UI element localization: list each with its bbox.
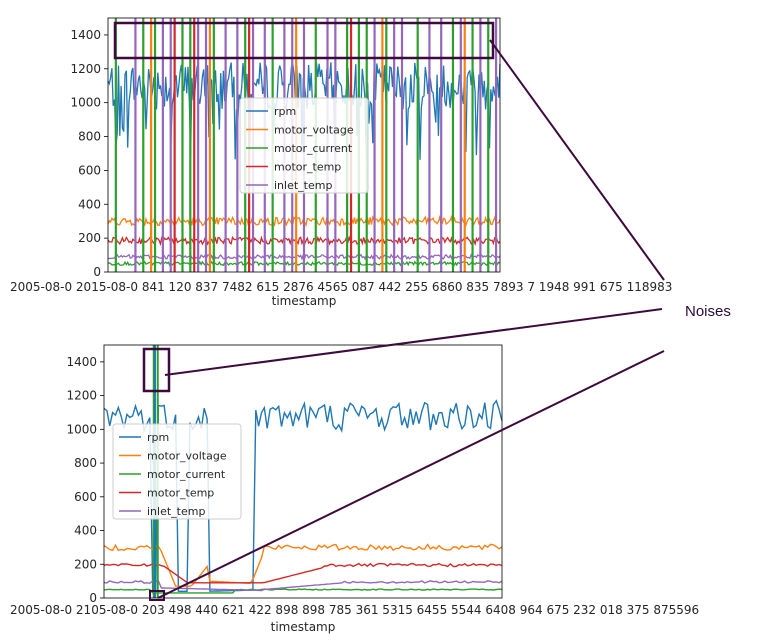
top-legend-label-motor_temp: motor_temp xyxy=(274,161,341,174)
noises-label: Noises xyxy=(685,303,731,320)
bottom-chart: 0 200 400 600 800 1000 1200 1400 2005-08-0 2105… xyxy=(10,344,699,634)
callout-line-bottom xyxy=(157,350,665,599)
bottom-chart-noise-box-top xyxy=(142,347,171,393)
top-legend-label-motor_current: motor_current xyxy=(274,142,353,155)
bottom-legend-box xyxy=(112,423,242,520)
bottom-legend-label-motor_current: motor_current xyxy=(147,468,226,481)
callout-line-middle xyxy=(164,308,663,376)
top-y-tick-label-800: 800 xyxy=(78,130,101,144)
bottom-y-tick-label-400: 400 xyxy=(74,524,97,538)
top-chart-frame xyxy=(107,17,501,273)
bottom-y-tick-label-1200: 1200 xyxy=(66,389,97,403)
top-y-tick-label-200: 200 xyxy=(78,231,101,245)
bottom-chart-x-label: timestamp xyxy=(271,620,336,634)
bottom-y-tick-label-0: 0 xyxy=(89,591,97,605)
bottom-legend-label-rpm: rpm xyxy=(147,431,169,444)
bottom-y-tick-label-600: 600 xyxy=(74,490,97,504)
top-chart-legend: rpm motor_voltage motor_current motor_tempi… xyxy=(239,97,369,194)
bottom-chart-y-ticks: 0 200 400 600 800 1000 1200 1400 xyxy=(66,355,104,605)
top-y-tick-label-0: 0 xyxy=(93,265,101,279)
bottom-y-tick-label-1400: 1400 xyxy=(66,355,97,369)
top-chart-noise-box xyxy=(113,21,495,60)
top-chart-x-label: timestamp xyxy=(272,294,337,308)
top-chart-y-ticks: 0 200 400 600 800 1000 1200 1400 xyxy=(70,28,108,279)
top-y-tick-label-400: 400 xyxy=(78,197,101,211)
top-legend-label-rpm: rpm xyxy=(274,105,296,118)
bottom-legend-label-inlet_temp: inlet_temp xyxy=(147,505,205,518)
callout-line-top xyxy=(489,39,665,281)
top-chart-x-tick-labels: 2005-08-0 2015-08-0 841 120 837 7482 615… xyxy=(10,280,672,294)
bottom-series-motor_voltage xyxy=(103,543,503,587)
bottom-chart-x-tick-labels: 2005-08-0 2105-08-0 203 498 440 621 422 … xyxy=(10,603,699,617)
top-chart: 0 200 400 600 800 1000 1200 1400 2005-08-0 2015… xyxy=(10,17,672,308)
bottom-series-motor_temp xyxy=(103,562,503,584)
bottom-y-tick-label-800: 800 xyxy=(74,456,97,470)
top-y-tick-label-600: 600 xyxy=(78,163,101,177)
bottom-y-tick-label-200: 200 xyxy=(74,557,97,571)
bottom-legend-label-motor_temp: motor_temp xyxy=(147,487,214,500)
top-y-tick-label-1000: 1000 xyxy=(70,96,101,110)
bottom-y-tick-label-1000: 1000 xyxy=(66,422,97,436)
bottom-series-inlet_temp xyxy=(103,580,503,592)
top-legend-box xyxy=(239,97,369,194)
top-y-tick-label-1200: 1200 xyxy=(70,62,101,76)
bottom-legend-label-motor_voltage: motor_voltage xyxy=(147,450,227,463)
bottom-chart-legend: rpm motor_voltage motor_current motor_tempi… xyxy=(112,423,242,520)
top-legend-label-inlet_temp: inlet_temp xyxy=(274,179,332,192)
top-y-tick-label-1400: 1400 xyxy=(70,28,101,42)
bottom-chart-frame xyxy=(103,344,503,599)
top-legend-label-motor_voltage: motor_voltage xyxy=(274,124,354,137)
annotation-lines xyxy=(157,39,665,599)
